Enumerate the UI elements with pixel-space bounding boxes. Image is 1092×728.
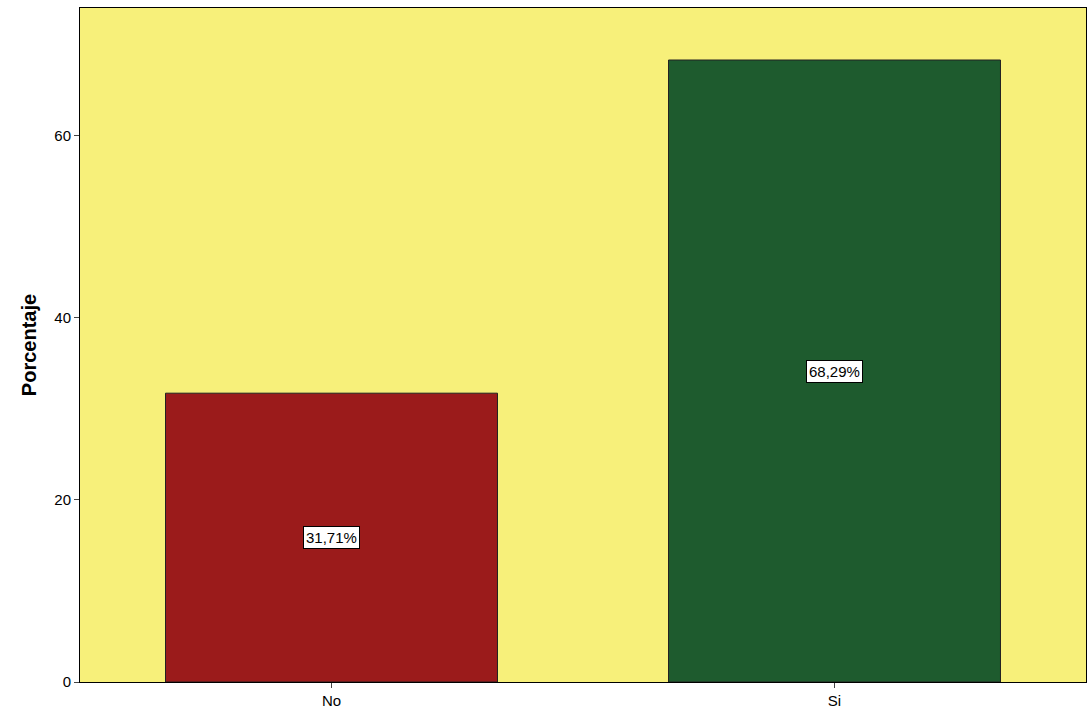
svg-text:60: 60: [54, 127, 71, 144]
svg-text:Porcentaje: Porcentaje: [18, 294, 40, 396]
svg-text:68,29%: 68,29%: [809, 363, 860, 380]
svg-text:Si: Si: [828, 692, 841, 709]
svg-text:No: No: [322, 692, 341, 709]
svg-text:40: 40: [54, 309, 71, 326]
svg-text:31,71%: 31,71%: [306, 529, 357, 546]
svg-text:20: 20: [54, 491, 71, 508]
svg-text:0: 0: [63, 673, 71, 690]
